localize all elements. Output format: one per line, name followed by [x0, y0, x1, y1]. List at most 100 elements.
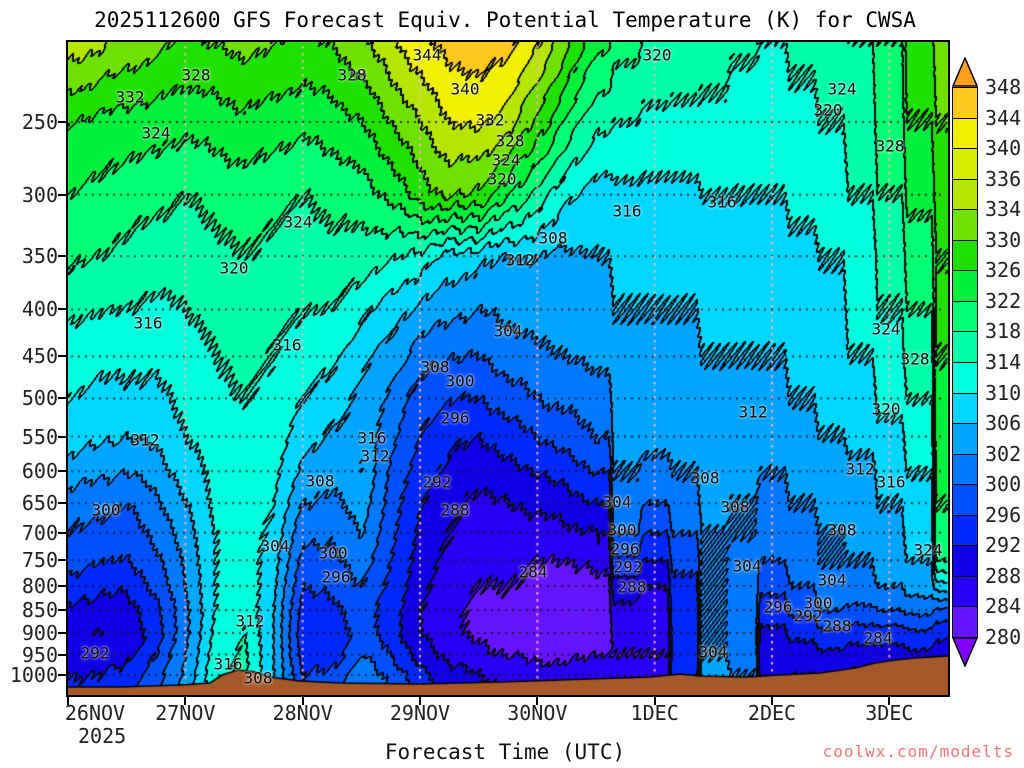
y-tick-label: 400 [21, 297, 58, 322]
y-tick-label: 650 [21, 491, 58, 516]
contour-value-label: 300 [91, 500, 121, 520]
colorbar-cell [952, 117, 978, 150]
contour-value-label: 292 [422, 472, 452, 492]
contour-value-label: 308 [720, 497, 750, 517]
contour-value-label: 304 [260, 536, 290, 556]
y-tick-mark [58, 502, 66, 505]
contour-value-label: 320 [487, 169, 517, 189]
x-tick-mark [888, 697, 891, 705]
contour-value-label: 312 [738, 402, 768, 422]
x-axis-title: Forecast Time (UTC) [384, 740, 626, 764]
y-tick-mark [58, 397, 66, 400]
colorbar-cell [952, 545, 978, 577]
contour-value-label: 324 [283, 212, 313, 232]
contour-value-label: 316 [707, 192, 737, 212]
y-tick-label: 700 [21, 520, 58, 545]
x-tick-mark [301, 697, 304, 705]
contour-value-label: 320 [813, 100, 843, 120]
contour-value-label: 288 [617, 577, 647, 597]
contour-value-label: 300 [445, 371, 475, 391]
colorbar-boundary-label: 336 [985, 166, 1022, 191]
colorbar: 348 344 340 336 334 330 326 322 318 314 310 306 302 3… [952, 57, 1022, 669]
x-tick-mark [536, 697, 539, 705]
contour-value-label: 316 [357, 428, 387, 448]
contour-value-label: 332 [115, 87, 145, 107]
contour-value-label: 316 [612, 201, 642, 221]
colorbar-boundary-label: 292 [985, 533, 1022, 558]
colorbar-cell [952, 423, 978, 455]
contour-value-label: 312 [360, 446, 390, 466]
contour-value-label: 328 [900, 349, 930, 369]
colorbar-cell [952, 484, 978, 516]
contour-value-label: 300 [607, 520, 637, 540]
colorbar-cell [952, 87, 978, 119]
y-tick-label: 300 [21, 182, 58, 207]
colorbar-boundary-label: 300 [985, 472, 1022, 497]
x-tick-mark [771, 697, 773, 705]
colorbar-boundary-label: 302 [985, 441, 1022, 466]
colorbar-boundary-label: 306 [985, 411, 1022, 436]
colorbar-cell [952, 514, 978, 547]
contour-value-label: 328 [337, 65, 367, 85]
colorbar-boundary-label: 310 [985, 380, 1022, 405]
contour-value-label: 320 [219, 258, 249, 278]
contour-value-label: 292 [80, 643, 110, 663]
x-tick-label: 2DEC [747, 701, 797, 725]
y-tick-label: 350 [21, 244, 58, 269]
colorbar-boundary-label: 284 [985, 594, 1022, 619]
contour-value-label: 344 [412, 45, 442, 65]
x-tick-label: 27NOV [155, 701, 216, 725]
x-tick-mark [419, 697, 421, 705]
y-tick-label: 1000 [9, 662, 58, 687]
contour-value-label: 292 [793, 606, 823, 626]
contour-value-label: 308 [243, 668, 273, 688]
colorbar-boundary-label: 348 [985, 75, 1022, 99]
year-label: 2025 [78, 724, 127, 748]
colorbar-boundary-label: 318 [985, 319, 1022, 344]
y-tick-label: 950 [21, 642, 58, 667]
y-tick-mark [58, 631, 66, 634]
colorbar-cell [952, 362, 978, 394]
y-tick-mark [58, 193, 66, 196]
contour-value-label: 304 [698, 642, 728, 662]
contour-value-label: 320 [871, 399, 901, 419]
x-tick-mark [67, 697, 69, 705]
watermark-text: coolwx.com/modelts [822, 742, 1014, 761]
y-tick-mark [58, 584, 66, 587]
contour-value-label: 296 [610, 539, 640, 559]
colorbar-boundary-label: 280 [985, 625, 1022, 649]
colorbar-over-arrow [952, 57, 978, 87]
x-tick-label: 26NOV [64, 701, 126, 725]
contour-value-label: 312 [130, 430, 160, 450]
y-tick-label: 500 [21, 386, 58, 411]
colorbar-boundary-label: 288 [985, 563, 1022, 588]
x-tick-mark [184, 697, 187, 705]
colorbar-boundary-label: 322 [985, 288, 1022, 313]
contour-value-label: 308 [827, 520, 857, 540]
page-title: 2025112600 GFS Forecast Equiv. Potential… [94, 8, 916, 32]
colorbar-boundary-label: 296 [985, 502, 1022, 527]
colorbar-boundary-label: 314 [985, 350, 1022, 374]
contour-value-label: 324 [141, 123, 171, 143]
contour-value-label: 304 [732, 556, 762, 576]
colorbar-cell [952, 453, 978, 486]
colorbar-boundary-label: 326 [985, 258, 1022, 283]
y-tick-label: 600 [21, 459, 58, 484]
colorbar-cell [952, 606, 978, 638]
y-tick-mark [58, 435, 66, 438]
plot-border [66, 40, 950, 697]
colorbar-cell [952, 331, 978, 363]
y-tick-mark [58, 308, 66, 311]
y-tick-label: 750 [21, 548, 58, 573]
y-tick-label: 450 [21, 344, 58, 369]
contour-value-label: 296 [763, 597, 793, 617]
contour-value-label: 292 [613, 557, 643, 577]
colorbar-boundary-label: 330 [985, 227, 1022, 252]
colorbar-cell [952, 270, 978, 302]
x-tick-label: 30NOV [507, 701, 568, 725]
y-tick-mark [58, 531, 66, 534]
contour-value-label: 316 [213, 654, 243, 674]
contour-value-label: 304 [493, 321, 523, 341]
y-tick-mark [58, 470, 66, 473]
contour-plot-canvas [68, 42, 948, 695]
